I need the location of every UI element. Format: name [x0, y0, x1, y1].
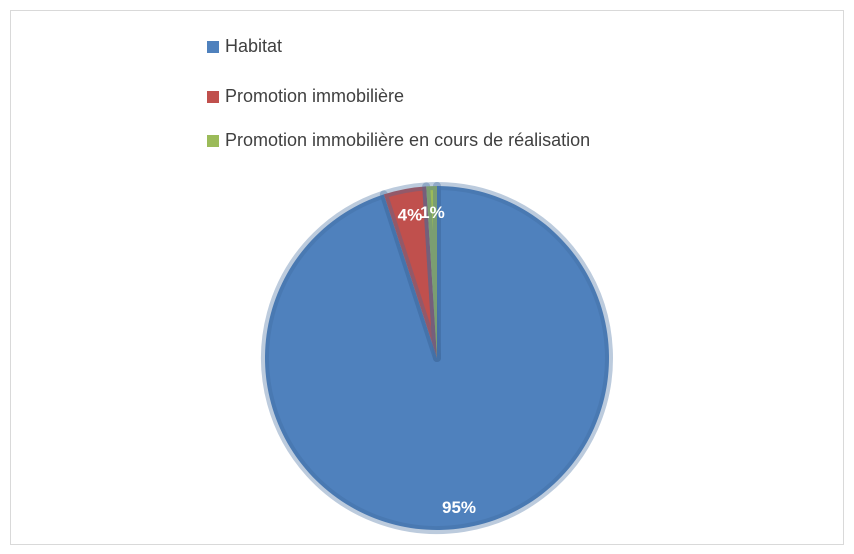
- legend-swatch: [207, 91, 219, 103]
- legend-label: Promotion immobilière en cours de réalis…: [225, 130, 590, 150]
- legend-label: Habitat: [225, 36, 282, 56]
- legend-swatch: [207, 41, 219, 53]
- legend-swatch: [207, 135, 219, 147]
- pie-slice: [422, 181, 441, 362]
- data-label: 1%: [420, 203, 445, 222]
- data-label: 95%: [442, 498, 476, 517]
- pie-slice: [261, 182, 613, 534]
- pie-slice: [379, 182, 441, 362]
- data-label: 4%: [398, 206, 423, 225]
- legend-label: Promotion immobilière: [225, 86, 404, 106]
